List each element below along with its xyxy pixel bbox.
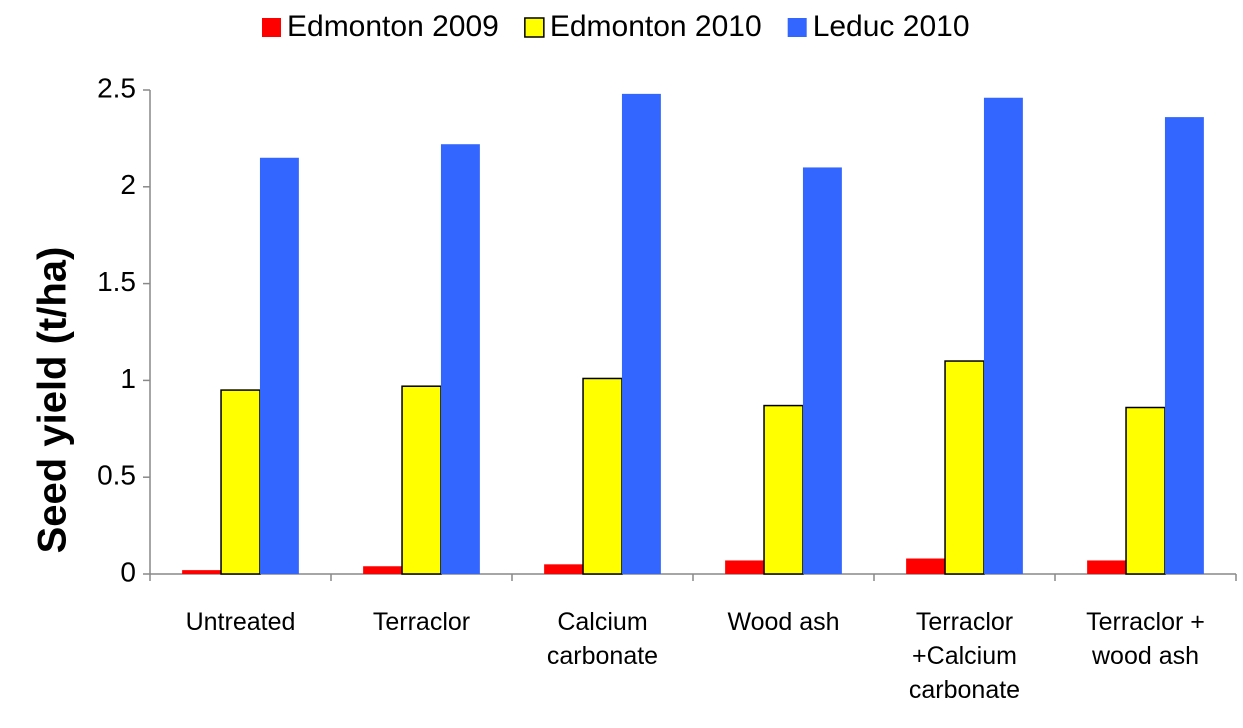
y-tick-label: 0.5 (97, 460, 136, 491)
bar (763, 404, 804, 575)
x-tick-label: Terraclor (373, 608, 470, 636)
y-tick-label: 1 (120, 363, 136, 394)
y-tick-label: 2.5 (97, 72, 136, 103)
bar (1087, 560, 1127, 574)
legend-label: Edmonton 2010 (550, 10, 762, 43)
legend-swatch (524, 17, 545, 38)
bar (182, 570, 222, 574)
legend-swatch (262, 18, 281, 37)
legend-label: Edmonton 2009 (287, 10, 499, 43)
x-tick-label: Calcium carbonate (547, 608, 658, 670)
y-tick-label: 0 (120, 556, 136, 587)
y-tick-label: 1.5 (97, 266, 136, 297)
bar (220, 389, 261, 575)
bar (259, 157, 299, 574)
x-tick-label: Untreated (186, 608, 296, 636)
bar (401, 385, 442, 575)
bar (725, 560, 765, 574)
bar (944, 360, 985, 575)
legend-swatch (787, 18, 807, 37)
bar (983, 97, 1023, 574)
bar (906, 558, 946, 574)
y-axis-label: Seed yield (t/ha) (31, 247, 75, 554)
legend-label: Leduc 2010 (813, 10, 970, 43)
bar (363, 566, 403, 574)
x-tick-label: Wood ash (727, 608, 839, 636)
bar (1125, 406, 1166, 575)
bar (544, 564, 584, 574)
bar (802, 167, 842, 574)
bar (582, 377, 623, 575)
bar (440, 144, 480, 574)
x-tick-label: Terraclor + wood ash (1086, 608, 1205, 670)
y-tick-label: 2 (120, 169, 136, 200)
x-tick-label: Terraclor +Calcium carbonate (909, 608, 1020, 704)
bar (1164, 117, 1204, 574)
bar (621, 93, 661, 574)
